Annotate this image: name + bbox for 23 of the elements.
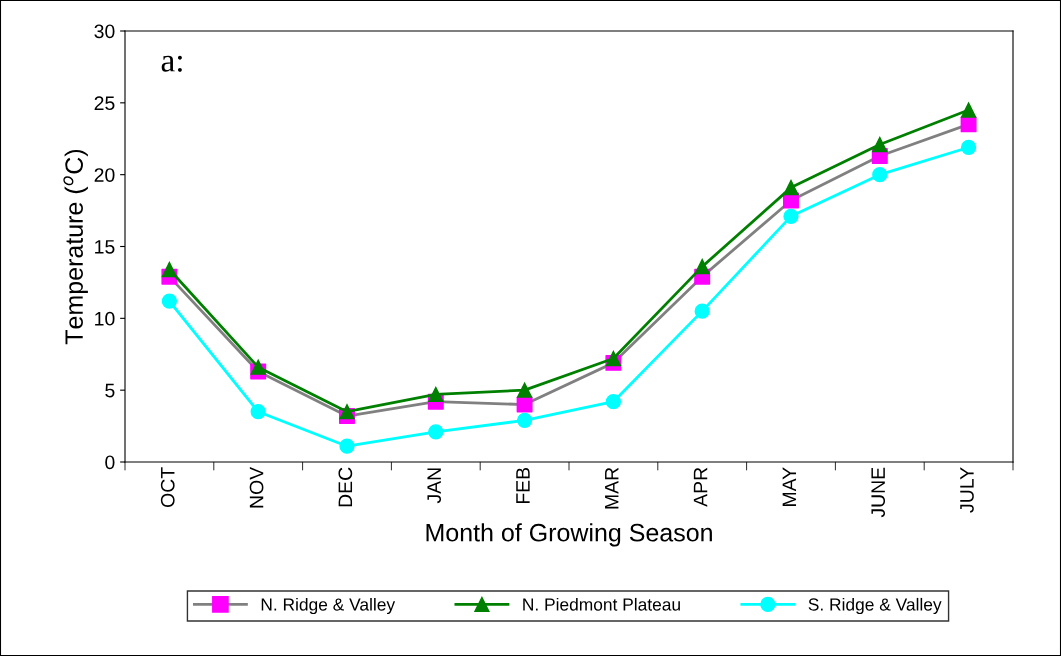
- y-tick-label: 20: [94, 168, 115, 182]
- y-tick-label: 0: [105, 455, 115, 470]
- annotation: a:: [161, 55, 182, 72]
- y-tick-label: 25: [94, 96, 115, 111]
- x-tick-label: MAR: [605, 467, 619, 509]
- x-tick-label: NOV: [249, 466, 264, 508]
- x-tick-label: MAY: [782, 467, 797, 506]
- y-tick-label: 15: [95, 240, 115, 254]
- y-tick-label: 30: [94, 24, 115, 39]
- legend-label: N. Piedmont Plateau: [523, 597, 680, 611]
- x-tick-label: DEC: [338, 467, 353, 507]
- x-tick-label: FEB: [516, 467, 530, 504]
- x-axis-title: Month of Growing Season: [426, 523, 712, 547]
- y-tick-label: 5: [105, 383, 115, 398]
- y-tick-label: 10: [95, 311, 115, 326]
- x-tick-label: OCT: [160, 467, 175, 507]
- x-tick-label: JAN: [427, 468, 442, 504]
- x-tick-label: JUNE: [871, 467, 886, 518]
- legend-label: S. Ridge & Valley: [808, 597, 942, 615]
- y-axis-title: Temperature ($^{o}$C): [63, 149, 88, 345]
- x-tick-label: APR: [693, 467, 708, 507]
- legend-label: N. Ridge & Valley: [261, 597, 396, 615]
- x-tick-label: JULY: [960, 467, 974, 513]
